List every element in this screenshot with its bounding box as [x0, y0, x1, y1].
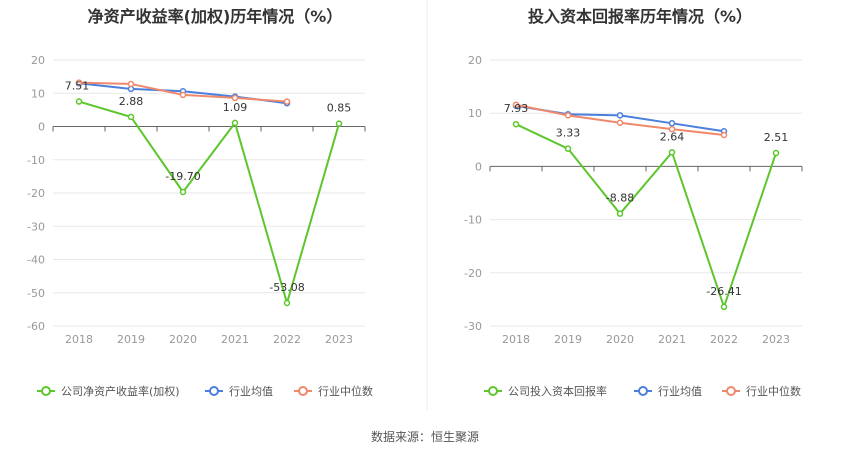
roe-x-tick-label: 2018 [65, 333, 93, 346]
roic-data-label: 3.33 [556, 127, 581, 140]
roic-series-point-0 [772, 149, 780, 157]
roic-series-point-0 [720, 303, 728, 311]
roic-x-tick-label: 2021 [658, 333, 686, 346]
roic-y-tick-label: 20 [468, 54, 482, 67]
roe-series-point-0 [335, 120, 343, 127]
roe-y-tick-label: 10 [31, 87, 45, 100]
roe-y-tick-label: -20 [27, 187, 45, 200]
roic-x-tick-label: 2023 [762, 333, 790, 346]
roe-data-label: 2.88 [119, 95, 144, 108]
chart-title-roic: 投入资本回报率历年情况（%） [527, 7, 753, 26]
roic-legend-swatch-marker [488, 386, 498, 396]
roe-series-point-2 [283, 98, 291, 105]
roic-legend-label: 公司投入资本回报率 [508, 384, 607, 398]
roe-data-label: -19.70 [165, 170, 200, 183]
roic-series-point-0 [668, 149, 676, 156]
roic-legend-swatch-marker [726, 386, 736, 396]
roe-series-point-2 [231, 94, 239, 102]
roic-data-label: 2.51 [764, 131, 789, 144]
roe-series-point-2 [127, 80, 135, 88]
roic-x-tick-label: 2018 [502, 333, 530, 346]
roe-series-point-0 [127, 113, 135, 121]
roe-y-tick-label: 20 [31, 54, 45, 67]
roe-x-tick-label: 2022 [273, 333, 301, 346]
roe-legend-label: 公司净资产收益率(加权) [61, 384, 180, 398]
roe-data-label: -53.08 [269, 281, 304, 294]
roe-x-tick-label: 2023 [325, 333, 353, 346]
roic-series-point-2 [564, 112, 572, 119]
data-source-note: 数据来源：恒生聚源 [370, 430, 479, 444]
roic-series-point-2 [512, 101, 520, 108]
roic-series-point-1 [616, 112, 624, 119]
roic-series-point-2 [616, 119, 624, 127]
roic-data-label: 7.93 [504, 102, 529, 115]
roic-series-point-2 [720, 131, 728, 139]
roe-legend-swatch-marker [298, 386, 308, 396]
roe-y-tick-label: -40 [27, 254, 45, 267]
roic-y-tick-label: 0 [475, 160, 482, 173]
roic-y-tick-label: 10 [468, 107, 482, 120]
roic-data-label: 2.64 [660, 130, 685, 143]
roe-series-point-0 [75, 98, 83, 105]
roic-series-point-1 [668, 120, 676, 127]
roe-series-point-0 [231, 119, 239, 127]
roe-series-point-0 [283, 299, 291, 307]
roe-legend-label: 行业均值 [229, 385, 273, 398]
roic-series-point-0 [616, 210, 624, 217]
roe-y-tick-label: -30 [27, 220, 45, 233]
roe-y-tick-label: -10 [27, 154, 45, 167]
roe-legend-swatch-marker [41, 386, 51, 396]
roe-series-point-2 [75, 79, 83, 86]
roe-x-tick-label: 2020 [169, 333, 197, 346]
roic-series-point-0 [564, 145, 572, 152]
roe-x-tick-label: 2019 [117, 333, 145, 346]
roe-y-tick-label: -50 [27, 287, 45, 300]
roe-series-point-2 [179, 91, 187, 99]
roe-x-tick-label: 2021 [221, 333, 249, 346]
roe-series-line-0 [78, 100, 340, 307]
roic-data-label: -8.88 [606, 192, 634, 205]
chart-title-roe: 净资产收益率(加权)历年情况（%） [87, 7, 343, 26]
roe-y-tick-label: -60 [27, 320, 45, 333]
roe-legend-swatch-marker [209, 386, 219, 396]
roic-legend-label: 行业中位数 [746, 384, 801, 398]
roe-y-tick-label: 0 [38, 121, 45, 134]
roic-x-tick-label: 2020 [606, 333, 634, 346]
roic-x-tick-label: 2019 [554, 333, 582, 346]
roe-data-label: 0.85 [327, 102, 352, 115]
roic-legend-label: 行业均值 [658, 385, 702, 398]
roic-series-point-2 [668, 125, 676, 133]
roe-data-label: 7.51 [65, 80, 90, 93]
roe-data-label: 1.09 [223, 101, 248, 114]
roic-series-line-0 [515, 123, 777, 311]
roic-y-tick-label: -10 [464, 214, 482, 227]
roic-y-tick-label: -30 [464, 320, 482, 333]
roic-data-label: -26.41 [706, 285, 741, 298]
roic-series-point-0 [512, 120, 520, 128]
roe-series-point-0 [179, 188, 187, 196]
roic-y-tick-label: -20 [464, 267, 482, 280]
roic-x-tick-label: 2022 [710, 333, 738, 346]
roic-legend-swatch-marker [638, 386, 648, 396]
roe-legend-label: 行业中位数 [318, 384, 373, 398]
